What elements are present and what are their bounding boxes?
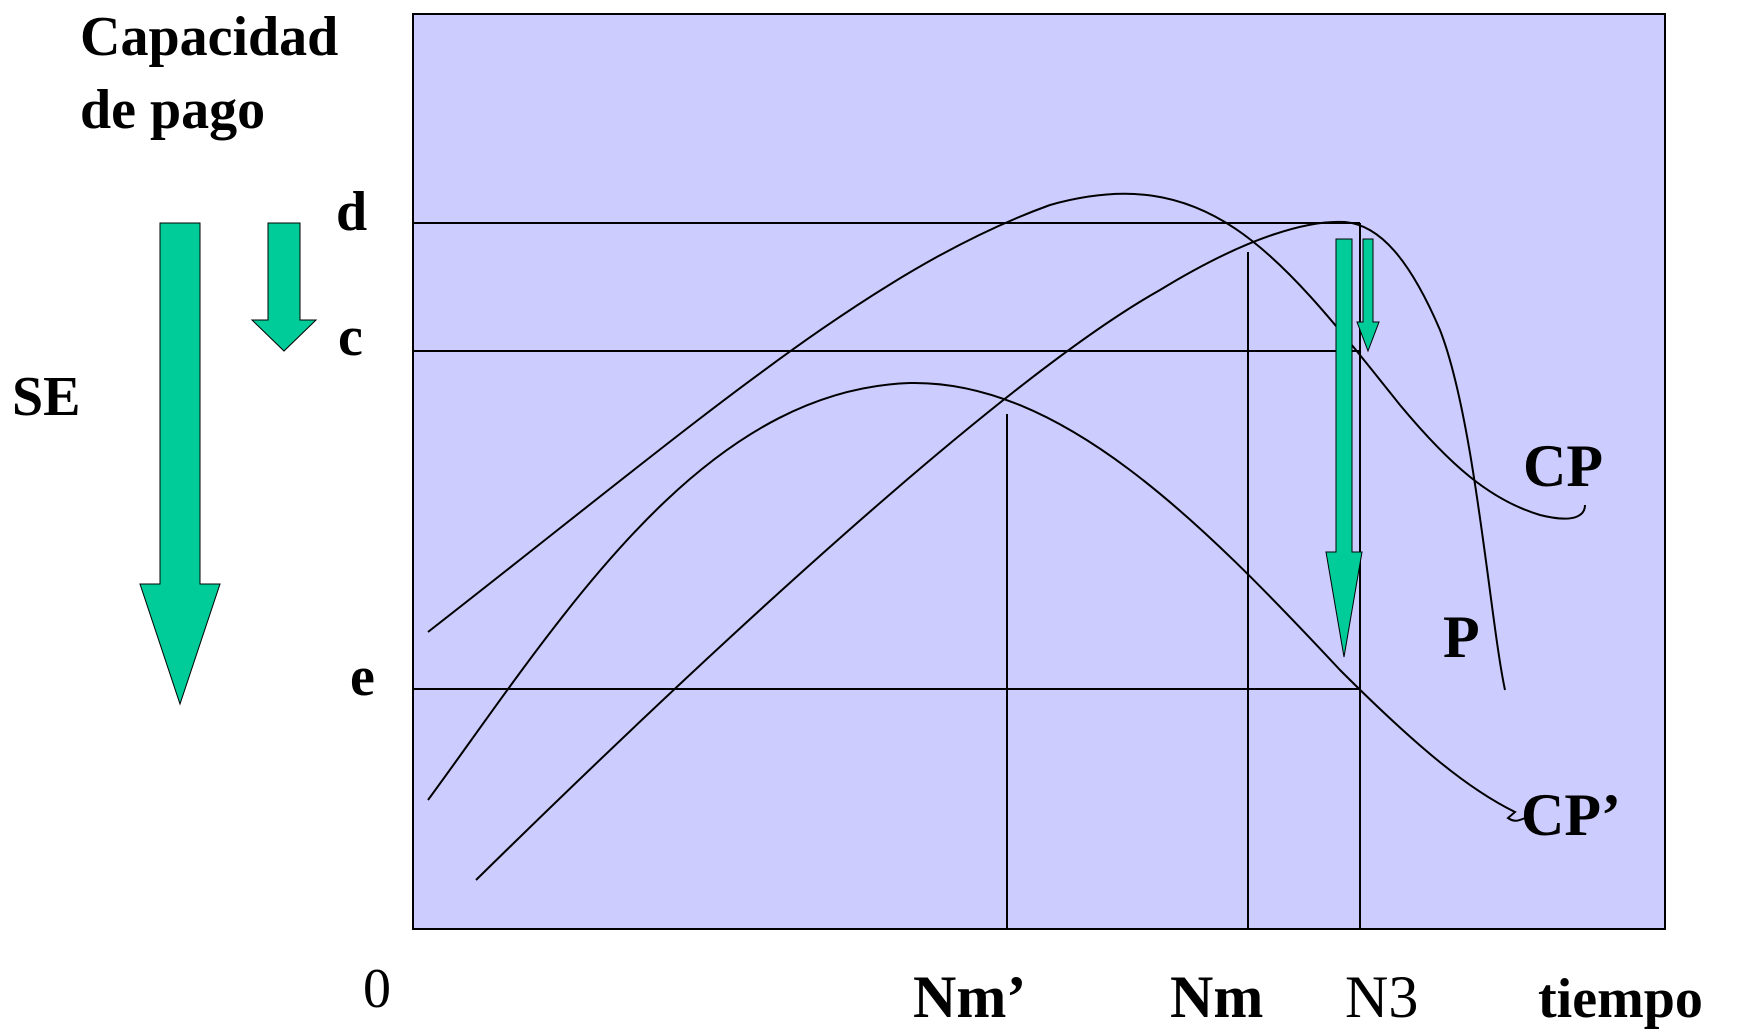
n3-short-arrow-icon xyxy=(1356,238,1380,353)
x-label-nm-prime: Nm’ xyxy=(913,964,1026,1030)
curve-label-cp: CP xyxy=(1523,433,1603,499)
y-title-line1: Capacidad xyxy=(80,6,338,68)
curve-cp-prime xyxy=(427,381,1526,822)
level-label-c: c xyxy=(338,306,363,368)
curve-p xyxy=(475,220,1506,881)
curve-label-p: P xyxy=(1443,604,1480,670)
curve-label-cp-prime: CP’ xyxy=(1521,782,1621,848)
x-axis-label-tiempo: tiempo xyxy=(1538,968,1703,1030)
plot-area xyxy=(412,13,1666,930)
x-label-nm: Nm xyxy=(1170,964,1263,1030)
curve-cp xyxy=(427,192,1586,633)
n3-long-arrow-icon xyxy=(1325,238,1363,658)
level-label-e: e xyxy=(350,646,375,708)
origin-label: 0 xyxy=(363,958,391,1020)
x-label-n3: N3 xyxy=(1345,964,1418,1030)
se-large-arrow-icon xyxy=(139,222,221,706)
small-down-arrow-icon xyxy=(250,222,318,352)
level-label-d: d xyxy=(336,181,367,243)
se-label: SE xyxy=(12,366,81,428)
y-title-line2: de pago xyxy=(80,79,265,141)
